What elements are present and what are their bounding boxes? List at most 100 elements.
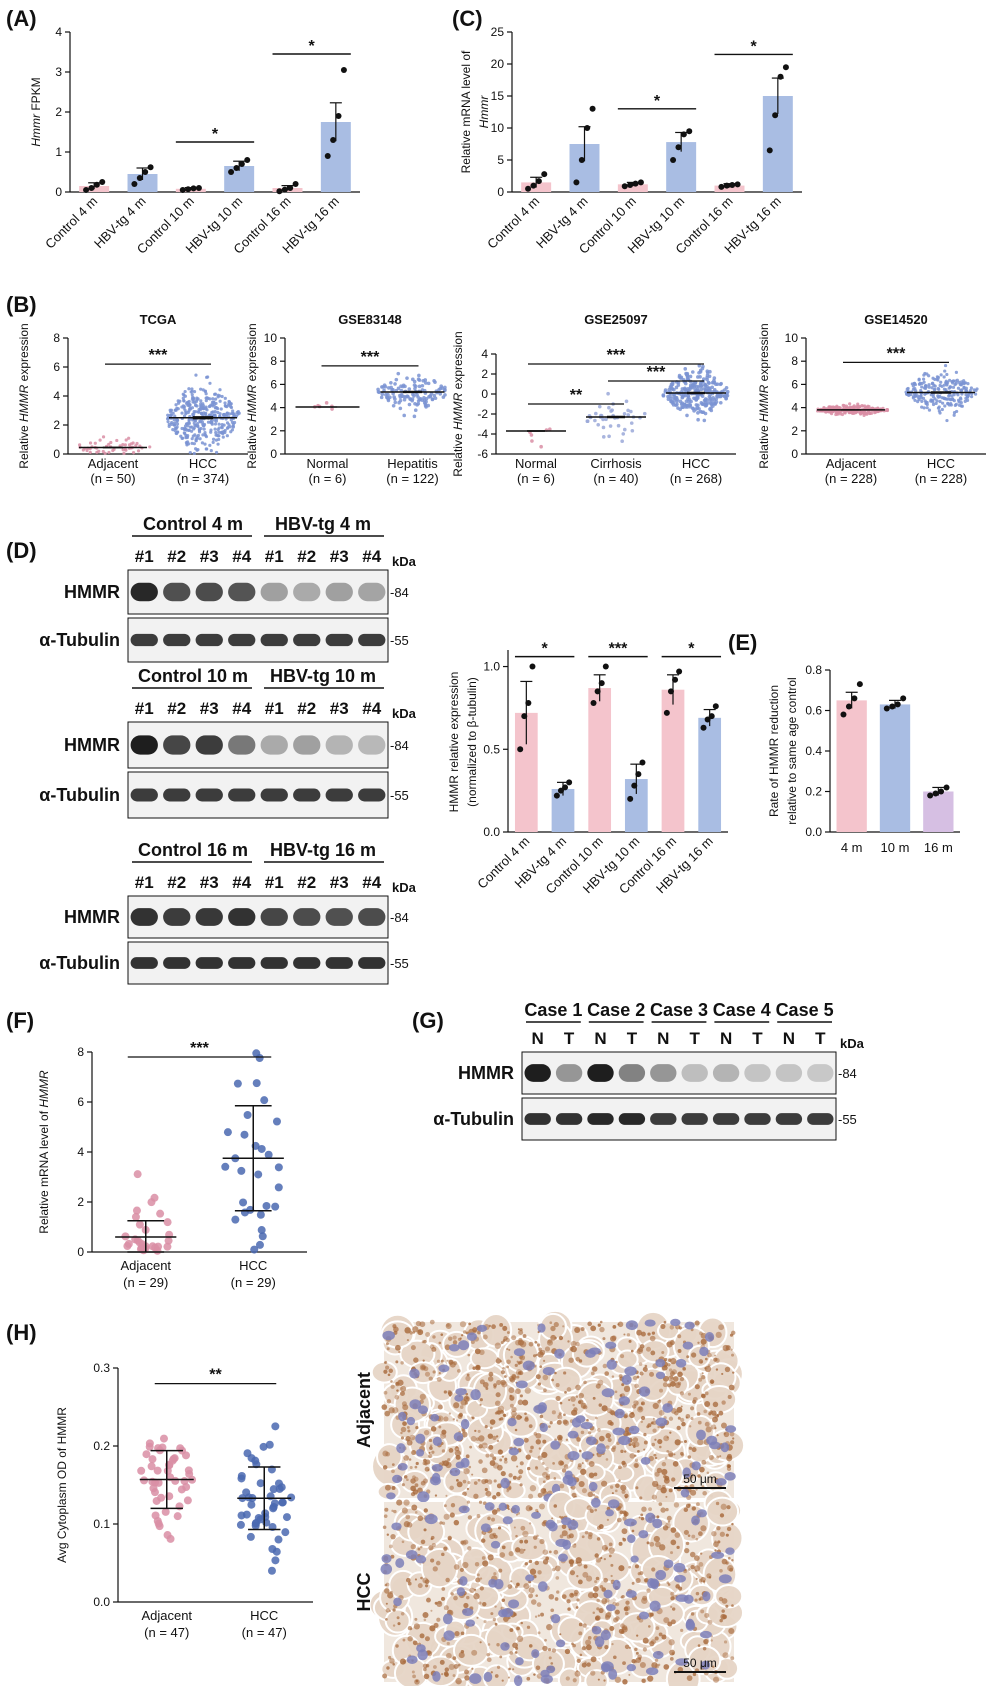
micrograph-adjacent-granule-430 bbox=[654, 1471, 660, 1477]
chart-b4-point-1-171 bbox=[913, 398, 917, 402]
micrograph-adjacent-nucleus-73 bbox=[542, 1366, 555, 1376]
chart-a-point-2-3 bbox=[195, 185, 202, 191]
blot-d2-band-1-7 bbox=[358, 788, 386, 802]
chart-b1-point-0-10 bbox=[109, 440, 113, 445]
micrograph-adjacent-granule-577 bbox=[534, 1340, 538, 1344]
chart-h-point-1-18 bbox=[282, 1513, 291, 1522]
chart-a-point-0-2 bbox=[93, 181, 100, 188]
chart-b1-point-0-45 bbox=[81, 448, 85, 452]
micrograph-adjacent-granule-496 bbox=[716, 1455, 720, 1459]
micrograph-adjacent-granule-809 bbox=[461, 1428, 466, 1433]
micrograph-adjacent-granule-775 bbox=[707, 1364, 711, 1367]
micrograph-hcc-granule-272 bbox=[653, 1535, 660, 1543]
micrograph-adjacent-granule-502 bbox=[482, 1334, 488, 1340]
micrograph-hcc-nucleus-92 bbox=[545, 1519, 556, 1529]
chart-h-ylabel: Avg Cytoplasm OD of HMMR bbox=[55, 1407, 69, 1563]
micrograph-adjacent-granule-833 bbox=[446, 1323, 450, 1327]
micrograph-hcc-granule-110 bbox=[513, 1526, 516, 1529]
chart-b3-point-2-136 bbox=[706, 401, 711, 405]
chart-b1-group-n-1: (n = 374) bbox=[177, 471, 229, 486]
micrograph-adjacent-granule-849 bbox=[643, 1448, 646, 1451]
micrograph-adjacent-granule-888 bbox=[667, 1383, 672, 1388]
micrograph-adjacent-granule-400 bbox=[431, 1346, 437, 1352]
blot-d3-kda: kDa bbox=[392, 880, 417, 895]
chart-b1-point-1-297 bbox=[206, 375, 210, 379]
panel-letter-e: (E) bbox=[728, 630, 757, 655]
micrograph-adjacent-nucleus-17 bbox=[460, 1418, 470, 1430]
micrograph-hcc-granule-74 bbox=[594, 1553, 599, 1558]
micrograph-adjacent-granule-690 bbox=[438, 1341, 442, 1345]
micrograph-adjacent-granule-222 bbox=[569, 1346, 574, 1351]
micrograph-adjacent-granule-866 bbox=[602, 1337, 606, 1341]
micrograph-adjacent-granule-315 bbox=[611, 1492, 614, 1495]
chart-b2-point-1-14 bbox=[391, 403, 396, 408]
micrograph-hcc-granule-611 bbox=[670, 1619, 676, 1625]
chart-d-point-5-0 bbox=[700, 724, 707, 731]
chart-b4-ylabel: Relative HMMR expression bbox=[757, 323, 771, 468]
chart-f-point-1-23 bbox=[221, 1162, 230, 1171]
chart-b2-point-1-81 bbox=[412, 383, 417, 387]
chart-b3-point-1-29 bbox=[607, 405, 611, 410]
micrograph-hcc-granule-277 bbox=[559, 1633, 562, 1636]
chart-e-point-1-1 bbox=[889, 703, 896, 710]
chart-b2-point-0-0 bbox=[324, 401, 329, 405]
chart-b1-point-0-47 bbox=[131, 441, 135, 445]
micrograph-adjacent-granule-376 bbox=[403, 1475, 408, 1479]
blot-g-lane-6: N bbox=[720, 1029, 732, 1048]
micrograph-adjacent-granule-695 bbox=[542, 1471, 548, 1478]
micrograph-adjacent-granule-554 bbox=[524, 1412, 527, 1416]
chart-b1-point-1-54 bbox=[188, 450, 192, 455]
micrograph-adjacent-nucleus-31 bbox=[624, 1366, 637, 1376]
chart-c-point-5-3 bbox=[782, 64, 789, 71]
chart-b2-point-1-52 bbox=[430, 397, 435, 401]
chart-b1-point-0-16 bbox=[127, 436, 131, 440]
chart-b3-point-2-197 bbox=[688, 374, 693, 379]
chart-h-point-1-2 bbox=[265, 1440, 274, 1449]
chart-b1-point-0-37 bbox=[123, 443, 127, 447]
micrograph-adjacent-granule-326 bbox=[465, 1454, 470, 1459]
micrograph-hcc-granule-46 bbox=[460, 1540, 465, 1545]
chart-c-point-4-3 bbox=[734, 181, 741, 188]
micrograph-adjacent-nucleus-60 bbox=[612, 1427, 625, 1436]
micrograph-adjacent-granule-505 bbox=[567, 1340, 570, 1343]
chart-f-point-0-18 bbox=[124, 1239, 133, 1248]
chart-c-point-0-2 bbox=[535, 178, 542, 185]
micrograph-adjacent-granule-736 bbox=[640, 1331, 646, 1337]
micrograph-adjacent-nucleus-53 bbox=[605, 1341, 617, 1349]
micrograph-adjacent-granule-295 bbox=[519, 1394, 523, 1398]
chart-b1-group-n-0: (n = 50) bbox=[90, 471, 135, 486]
micrograph-adjacent-nucleus-13 bbox=[398, 1411, 407, 1422]
micrograph-adjacent-granule-380 bbox=[529, 1449, 533, 1453]
chart-b1-point-1-214 bbox=[217, 437, 221, 442]
micrograph-adjacent-granule-694 bbox=[519, 1483, 523, 1487]
chart-b2-point-1-22 bbox=[432, 393, 437, 398]
chart-b2-point-1-45 bbox=[411, 377, 415, 382]
blot-d3-row-label-1: α-Tubulin bbox=[39, 953, 120, 973]
blot-g-lane-7: T bbox=[752, 1029, 763, 1048]
chart-b1-point-1-316 bbox=[204, 411, 208, 415]
chart-c-ytick-label-3: 15 bbox=[491, 89, 505, 103]
micrograph-adjacent-granule-721 bbox=[583, 1405, 588, 1410]
micrograph-hcc-granule-389 bbox=[702, 1646, 707, 1651]
micrograph-adjacent-granule-161 bbox=[716, 1434, 719, 1437]
micrograph-adjacent-granule-646 bbox=[649, 1371, 655, 1377]
chart-b3-point-2-215 bbox=[700, 383, 704, 388]
chart-a-point-4-2 bbox=[287, 185, 294, 191]
micrograph-hcc-granule-637 bbox=[448, 1663, 455, 1670]
chart-f-point-0-6 bbox=[163, 1242, 172, 1251]
chart-d-bar-4 bbox=[661, 689, 685, 832]
micrograph-adjacent-granule-549 bbox=[456, 1481, 463, 1488]
micrograph-adjacent-granule-319 bbox=[623, 1385, 631, 1393]
blot-d2-band-1-2 bbox=[195, 788, 223, 802]
micrograph-adjacent-granule-110 bbox=[623, 1333, 626, 1336]
micrograph-hcc-granule-6 bbox=[716, 1525, 721, 1531]
micrograph-hcc-granule-614 bbox=[480, 1538, 486, 1543]
chart-c-ytick-label-1: 5 bbox=[497, 153, 504, 167]
micrograph-adjacent-nucleus-30 bbox=[449, 1467, 461, 1477]
micrograph-hcc-granule-554 bbox=[665, 1507, 669, 1512]
chart-b3-point-1-38 bbox=[624, 399, 629, 404]
micrograph-hcc-granule-481 bbox=[573, 1592, 578, 1597]
chart-b3-point-2-203 bbox=[708, 393, 712, 397]
chart-b1-point-1-331 bbox=[198, 437, 202, 441]
